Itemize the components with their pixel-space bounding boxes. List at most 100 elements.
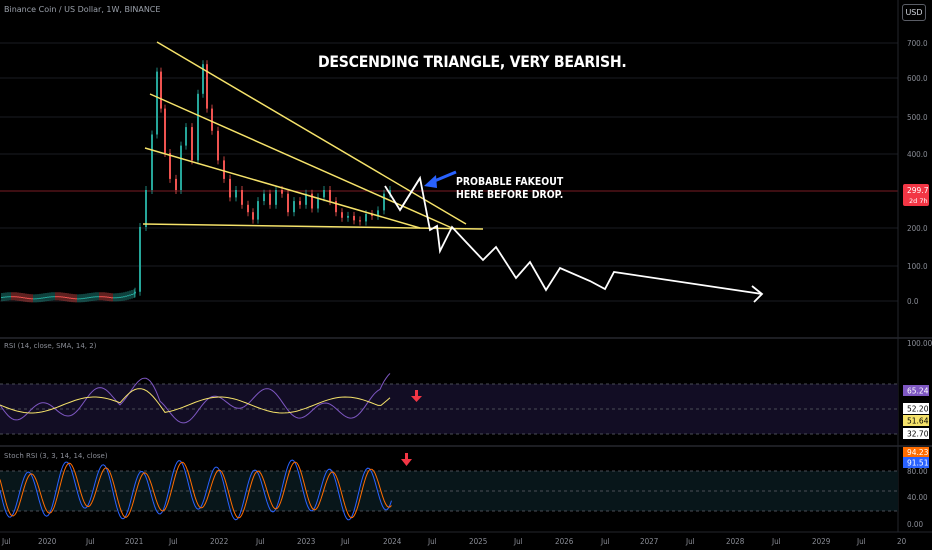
price-badge-value: 299.7: [907, 186, 929, 195]
price-tick: 0.0: [907, 297, 919, 306]
time-tick: Jul: [427, 537, 437, 546]
time-axis[interactable]: Jul 2020 Jul 2021 Jul 2022 Jul 2023 Jul 2024 Jul 20…: [1, 537, 907, 546]
candle-body: [115, 297, 117, 299]
rsi-badge: [903, 428, 929, 439]
rsi-badge: [903, 385, 929, 396]
candle-body: [133, 293, 135, 295]
time-tick: Jul: [1, 537, 11, 546]
candle-body: [281, 190, 283, 194]
candle-body: [65, 296, 67, 298]
rsi-badge: [903, 415, 929, 426]
candle-body: [211, 108, 213, 131]
time-tick: 2029: [812, 537, 831, 546]
stoch-d-line: [0, 461, 392, 519]
stoch-tick: 0.00: [907, 520, 923, 529]
candle-body: [95, 296, 97, 298]
candle-body: [311, 193, 313, 209]
candle-body: [81, 298, 83, 300]
rsi-line: [0, 373, 391, 424]
candle-body: [87, 297, 89, 299]
candle-body: [19, 296, 21, 298]
time-tick: Jul: [513, 537, 523, 546]
stoch-tick: 40.00: [907, 493, 928, 502]
candle-body: [59, 296, 61, 298]
candle-body: [341, 212, 343, 218]
fakeout-line-2: HERE BEFORE DROP.: [456, 188, 564, 201]
headline-annotation: DESCENDING TRIANGLE, VERY BEARISH.: [318, 52, 627, 71]
candle-body: [335, 201, 337, 213]
candle-body: [269, 193, 271, 205]
candle-body: [31, 298, 33, 300]
candle-body: [160, 71, 162, 109]
candle-body: [202, 64, 204, 94]
time-tick: Jul: [255, 537, 265, 546]
fakeout-annotation: PROBABLE FAKEOUT HERE BEFORE DROP.: [456, 175, 563, 201]
time-tick: 20: [897, 537, 907, 546]
candle-body: [73, 298, 75, 300]
price-axis[interactable]: 700.0 600.0 500.0 400.0 200.0 100.0 0.0: [907, 39, 928, 306]
svg-text:52.20: 52.20: [907, 405, 929, 414]
candle-body: [127, 295, 129, 297]
candle-body: [111, 297, 113, 299]
candle-body: [41, 297, 43, 299]
stoch-k-line: [0, 459, 392, 521]
candle-body: [217, 130, 219, 161]
candle-body: [293, 201, 295, 213]
svg-text:32.70: 32.70: [907, 430, 929, 439]
candle-body: [383, 193, 385, 211]
fakeout-line-1: PROBABLE FAKEOUT: [456, 175, 564, 188]
candle-body: [23, 297, 25, 299]
svg-text:94.23: 94.23: [907, 448, 929, 457]
candle-body: [365, 214, 367, 222]
candle-body: [77, 298, 79, 300]
price-badge-countdown: 2d 7h: [909, 197, 928, 205]
price-badge: [903, 184, 929, 206]
candle-body: [305, 193, 307, 205]
time-tick: 2024: [383, 537, 402, 546]
time-tick: 2021: [125, 537, 143, 546]
candle-body: [57, 296, 59, 298]
candle-body: [33, 298, 35, 300]
candle-body: [235, 190, 237, 198]
svg-text:65.24: 65.24: [907, 387, 929, 396]
candle-body: [103, 296, 105, 298]
candle-body: [43, 297, 45, 299]
stoch-band: [0, 471, 898, 511]
time-tick: Jul: [168, 537, 178, 546]
candle-body: [13, 296, 15, 298]
time-tick: 2026: [555, 537, 574, 546]
candle-body: [29, 298, 31, 300]
candle-body: [79, 298, 81, 300]
stoch-tick: 80.00: [907, 467, 928, 476]
candle-body: [121, 296, 123, 298]
candle-body: [117, 297, 119, 299]
stoch-badge: [903, 447, 929, 457]
price-tick: 400.0: [907, 150, 928, 159]
down-arrow-icon: [411, 390, 422, 402]
down-arrow-icon: [401, 453, 412, 466]
candle-body: [47, 296, 49, 298]
price-tick: 500.0: [907, 113, 928, 122]
candle-body: [105, 296, 107, 298]
candle-body: [91, 296, 93, 298]
candle-body: [252, 212, 254, 220]
rsi-band: [0, 384, 898, 434]
candle-body: [25, 297, 27, 299]
time-tick: 2022: [210, 537, 228, 546]
price-tick: 700.0: [907, 39, 928, 48]
stoch-panel-title[interactable]: Stoch RSI (3, 3, 14, 14, close): [4, 452, 108, 460]
rsi-panel-title[interactable]: RSI (14, close, SMA, 14, 2): [4, 342, 97, 350]
candle-body: [169, 153, 171, 179]
candle-body: [317, 197, 319, 209]
currency-button[interactable]: USD: [902, 4, 926, 21]
candle-body: [1, 296, 3, 298]
time-tick: Jul: [685, 537, 695, 546]
candle-body: [123, 296, 125, 298]
candle-body: [206, 64, 208, 109]
candle-body: [223, 160, 225, 179]
candle-body: [129, 294, 131, 296]
candle-body: [131, 294, 133, 296]
candle-body: [71, 297, 73, 299]
candle-body: [55, 296, 57, 298]
